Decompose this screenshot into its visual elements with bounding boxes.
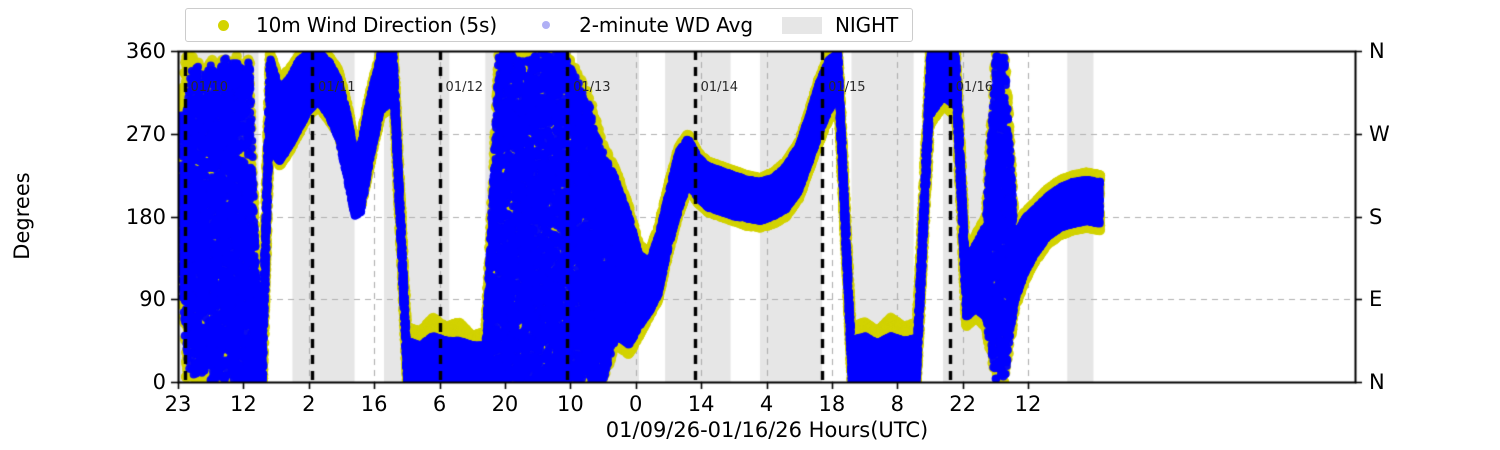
day-boundary-label: 01/10 <box>190 80 228 95</box>
day-boundary-label: 01/13 <box>573 80 611 95</box>
day-boundary-label: 01/15 <box>828 80 866 95</box>
legend-label: 10m Wind Direction (5s) <box>256 13 498 37</box>
legend-night-patch <box>782 16 822 34</box>
legend-marker-dot-icon <box>542 21 551 29</box>
legend-label: NIGHT <box>835 13 899 37</box>
chart-legend[interactable]: 10m Wind Direction (5s) 2-minute WD Avg NI… <box>185 8 914 42</box>
legend-marker-dot-icon <box>217 19 229 31</box>
day-boundary-label: 01/12 <box>445 80 484 95</box>
legend-entry-1[interactable]: 2-minute WD Avg <box>523 13 753 37</box>
day-boundary-label: 01/11 <box>318 80 356 95</box>
day-boundary-label: 01/16 <box>955 80 994 95</box>
legend-entry-2[interactable]: NIGHT <box>779 13 898 37</box>
legend-entry-0[interactable]: 10m Wind Direction (5s) <box>200 13 497 37</box>
legend-label: 2-minute WD Avg <box>579 13 753 37</box>
day-boundary-label: 01/14 <box>700 80 739 95</box>
